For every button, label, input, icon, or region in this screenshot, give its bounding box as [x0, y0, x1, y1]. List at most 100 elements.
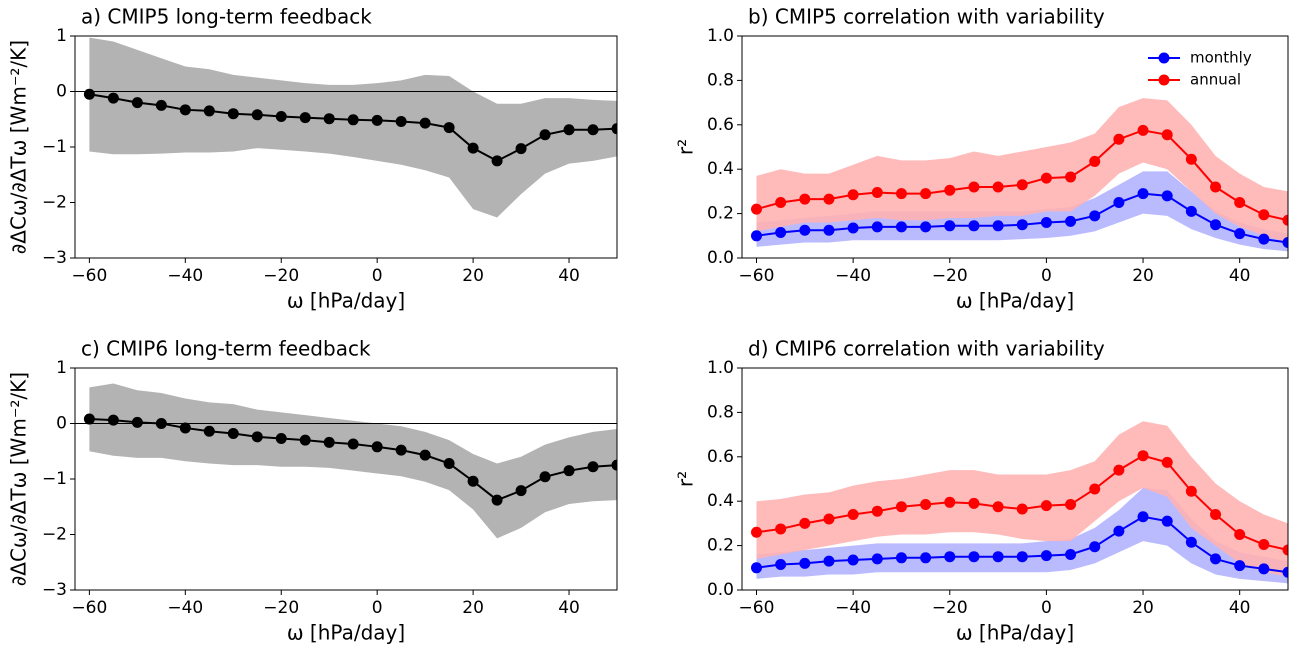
x-tick-label: −40	[167, 266, 203, 286]
y-tick-label: 1.0	[707, 358, 734, 378]
y-tick-label: −3	[42, 580, 67, 600]
y-tick-label: −1	[42, 137, 67, 157]
point	[968, 220, 980, 232]
point	[83, 88, 95, 100]
point	[823, 513, 835, 525]
point	[1258, 563, 1270, 575]
point	[227, 108, 239, 120]
point	[871, 187, 883, 199]
panel: −60 −40 −20 0 20 40 −3 −2 −1 0 1 a) CMIP5 long-term…	[7, 5, 618, 313]
point	[179, 422, 191, 434]
point	[1185, 153, 1197, 165]
point	[1065, 499, 1077, 511]
point	[823, 193, 835, 205]
point	[83, 413, 95, 425]
x-axis-label: ω [hPa/day]	[287, 621, 405, 645]
x-tick-label: 20	[1132, 598, 1154, 618]
y-axis-label: ∂ΔCω/∂ΔTω [Wm⁻²/K]	[7, 372, 31, 586]
y-tick-label: 1.0	[707, 26, 734, 46]
x-tick-label: −20	[932, 598, 968, 618]
point	[750, 526, 762, 538]
y-tick-label: 0.0	[707, 580, 734, 600]
point	[1282, 236, 1288, 248]
x-tick-label: −20	[263, 598, 299, 618]
point	[799, 193, 811, 205]
point	[131, 97, 143, 109]
x-tick-label: −60	[739, 598, 775, 618]
x-axis-label: ω [hPa/day]	[956, 289, 1074, 313]
y-tick-label: 0	[56, 82, 67, 102]
point	[920, 499, 932, 511]
point	[920, 552, 932, 564]
x-tick-label: 0	[372, 266, 383, 286]
legend-marker	[1158, 52, 1170, 64]
legend-label: annual	[1190, 71, 1241, 89]
point	[823, 555, 835, 567]
point	[275, 432, 287, 444]
point	[1113, 525, 1125, 537]
point	[155, 418, 167, 429]
point	[1210, 509, 1222, 521]
point	[775, 523, 787, 535]
point	[1258, 538, 1270, 550]
point	[179, 104, 191, 116]
point	[419, 117, 431, 129]
point	[1113, 197, 1125, 208]
y-tick-label: 0.6	[707, 447, 734, 467]
y-tick-label: 1	[56, 358, 67, 378]
point	[1185, 205, 1197, 217]
point	[1234, 197, 1246, 208]
point	[992, 181, 1004, 193]
point	[1065, 548, 1077, 560]
x-tick-label: −20	[263, 266, 299, 286]
point	[131, 416, 143, 428]
x-tick-label: 0	[1041, 266, 1052, 286]
y-tick-label: 0.4	[707, 491, 734, 511]
x-tick-label: −40	[167, 598, 203, 618]
point	[1089, 483, 1101, 495]
y-tick-label: −2	[42, 525, 67, 545]
point	[419, 449, 431, 461]
point	[1137, 450, 1149, 462]
point	[1282, 544, 1288, 556]
point	[895, 188, 907, 200]
point	[347, 114, 359, 126]
point	[491, 494, 503, 506]
point	[920, 221, 932, 233]
point	[944, 220, 956, 232]
band	[756, 487, 1288, 584]
point	[371, 114, 383, 126]
point	[992, 501, 1004, 513]
band	[756, 421, 1288, 577]
point	[227, 427, 239, 439]
point	[107, 414, 119, 426]
point	[775, 558, 787, 570]
point	[251, 109, 263, 121]
point	[587, 461, 599, 473]
point	[1137, 511, 1149, 523]
point	[1210, 219, 1222, 231]
y-tick-label: −1	[42, 469, 67, 489]
point	[611, 123, 617, 135]
point	[251, 431, 263, 443]
point	[1137, 188, 1149, 200]
plot-area	[750, 421, 1288, 584]
y-tick-label: 0.2	[707, 204, 734, 224]
point	[1040, 216, 1052, 228]
point	[1065, 215, 1077, 227]
point	[323, 436, 335, 448]
chart-title: d) CMIP6 correlation with variability	[748, 337, 1105, 361]
point	[203, 425, 215, 437]
plot-area	[75, 383, 617, 539]
point	[467, 142, 479, 154]
point	[1234, 228, 1246, 240]
point	[847, 554, 859, 566]
point	[1040, 172, 1052, 184]
x-tick-label: 20	[462, 598, 484, 618]
plot-area	[75, 37, 617, 218]
point	[1258, 233, 1270, 245]
point	[371, 441, 383, 453]
panel: −60 −40 −20 0 20 40 −3 −2 −1 0 1 c) CMIP6 long-term…	[7, 337, 618, 645]
point	[823, 224, 835, 236]
